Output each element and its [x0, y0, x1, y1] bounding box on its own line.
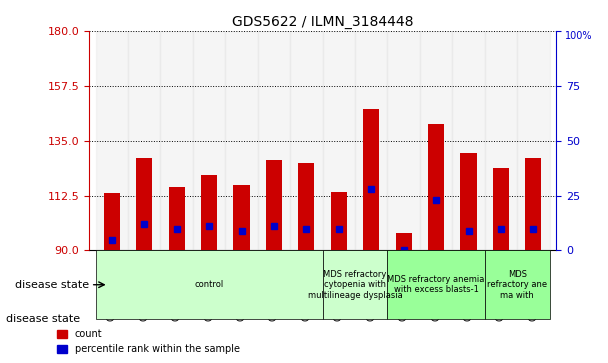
Bar — [525, 158, 542, 250]
Bar — [331, 192, 347, 250]
Text: disease state: disease state — [6, 314, 80, 325]
Bar — [460, 153, 477, 250]
Bar — [299, 163, 314, 250]
Bar — [104, 193, 120, 250]
FancyBboxPatch shape — [95, 250, 323, 319]
Bar — [168, 187, 185, 250]
Bar — [95, 32, 128, 250]
Bar — [493, 168, 509, 250]
Text: 100%: 100% — [565, 32, 593, 41]
Bar — [355, 32, 387, 250]
FancyBboxPatch shape — [485, 250, 550, 319]
Bar — [201, 175, 217, 250]
Legend: count, percentile rank within the sample: count, percentile rank within the sample — [54, 326, 244, 358]
Bar — [428, 124, 444, 250]
Bar — [266, 160, 282, 250]
Title: GDS5622 / ILMN_3184448: GDS5622 / ILMN_3184448 — [232, 15, 413, 29]
Bar — [161, 32, 193, 250]
Bar — [226, 32, 258, 250]
Bar — [485, 32, 517, 250]
Text: MDS refractory
cytopenia with
multilineage dysplasia: MDS refractory cytopenia with multilinea… — [308, 270, 402, 299]
Bar — [517, 32, 550, 250]
FancyBboxPatch shape — [387, 250, 485, 319]
Text: MDS refractory anemia
with excess blasts-1: MDS refractory anemia with excess blasts… — [387, 275, 485, 294]
Bar — [128, 32, 161, 250]
Bar — [136, 158, 153, 250]
Bar — [452, 32, 485, 250]
Bar — [290, 32, 323, 250]
Bar — [420, 32, 452, 250]
Bar — [387, 32, 420, 250]
Bar — [193, 32, 226, 250]
Bar — [258, 32, 290, 250]
Bar — [363, 109, 379, 250]
Text: MDS
refractory ane
ma with: MDS refractory ane ma with — [487, 270, 547, 299]
FancyBboxPatch shape — [323, 250, 387, 319]
Bar — [396, 233, 412, 250]
Bar — [323, 32, 355, 250]
Text: disease state: disease state — [15, 280, 89, 290]
Text: control: control — [195, 280, 224, 289]
Bar — [233, 185, 250, 250]
